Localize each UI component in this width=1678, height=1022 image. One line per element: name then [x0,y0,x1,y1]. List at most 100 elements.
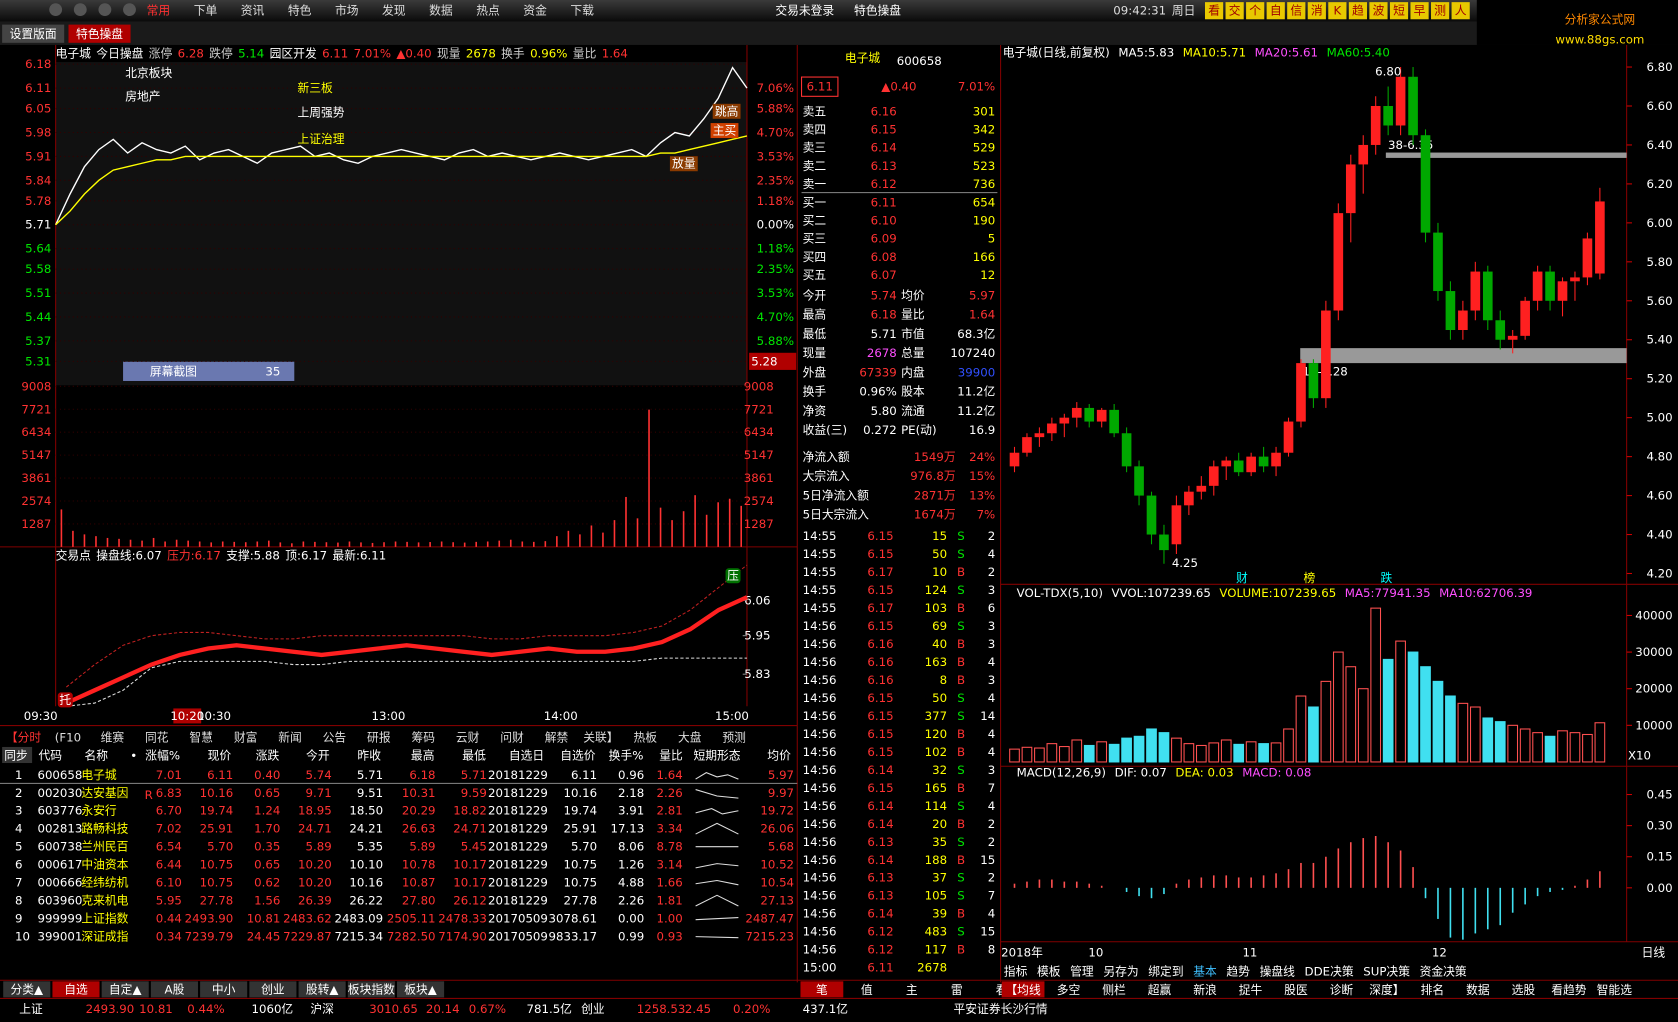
table-header[interactable]: 涨幅% [145,749,180,763]
tick-time: 14:56 [803,709,837,723]
menu-item[interactable]: 热点 [476,4,500,18]
toolbar-button[interactable]: 个 [1249,4,1261,18]
info-tab[interactable]: 财富 [234,730,258,744]
menu-item[interactable]: 资金 [523,4,547,18]
table-header[interactable]: 自选日 [509,749,544,763]
table-header[interactable]: 最低 [462,749,486,763]
daily-tab[interactable]: 捉牛 [1239,983,1263,997]
tick-count: 7 [988,889,996,903]
info-tab[interactable]: 公告 [323,730,347,744]
candle-body [1271,452,1281,467]
table-header[interactable]: 短期形态 [693,749,740,763]
toolbar-button[interactable]: 信 [1290,4,1302,18]
toolbar-button[interactable]: 早 [1414,4,1426,18]
daily-tab[interactable]: 侧栏 [1102,983,1126,997]
table-header[interactable]: 自选价 [560,749,596,763]
table-header[interactable]: 同步 [4,749,28,763]
toolbar-button[interactable]: 测 [1434,4,1446,18]
tab[interactable]: 特色操盘 [76,27,123,41]
bottom-tab[interactable]: 分类▲ [10,982,44,996]
daily-tab[interactable]: 深度】 [1369,983,1404,997]
toolbar-button[interactable]: K [1334,4,1342,18]
bottom-tab[interactable]: 自选 [64,982,88,996]
quote-tab[interactable]: 笔 [816,983,828,997]
info-tab[interactable]: 【分时 [6,730,42,744]
daily-tab[interactable]: 选股 [1512,983,1536,997]
toolbar-button[interactable]: 趋 [1352,4,1364,18]
daily-tab[interactable]: 【均线 [1005,983,1041,997]
table-header[interactable]: 最高 [411,749,435,763]
toolbar-button[interactable]: 看 [1208,4,1220,18]
table-header[interactable]: 涨跌 [256,749,280,763]
toolbar-button[interactable]: 人 [1455,4,1467,18]
menu-item[interactable]: 发现 [382,4,406,18]
daily-tab[interactable]: 股医 [1284,983,1308,997]
info-tab[interactable]: 智慧 [189,730,213,744]
table-header[interactable]: 代码 [39,749,63,763]
info-tab[interactable]: 解禁 [545,730,569,744]
menu-item[interactable]: 资讯 [241,4,265,18]
table-header[interactable]: 量比 [659,749,683,763]
table-header[interactable]: 昨收 [357,749,381,763]
menu-item[interactable]: 市场 [335,4,359,18]
info-tab[interactable]: 研报 [367,730,391,744]
candle-body [1096,409,1107,422]
tick-time: 14:56 [803,889,837,903]
daily-tab[interactable]: 数据 [1466,983,1490,997]
daily-tab[interactable]: 排名 [1421,983,1445,997]
table-header[interactable]: • [130,749,137,763]
toolbar-button[interactable]: 自 [1270,4,1282,18]
info-tab[interactable]: 关联】 [583,730,618,744]
bottom-tab[interactable]: 板块▲ [404,982,438,996]
quote-tab[interactable]: 值 [861,983,873,997]
table-header[interactable]: 换手% [609,749,644,763]
toolbar-button[interactable]: 波 [1373,4,1385,18]
menu-item[interactable]: 下载 [570,4,594,18]
info-tab[interactable]: 同花 [145,730,169,744]
table-cell: 2493.90 [185,912,234,926]
quote-tab[interactable]: 雷 [951,983,963,997]
tick-time: 14:56 [803,673,837,687]
daily-tab[interactable]: 多空 [1057,983,1081,997]
info-tab[interactable]: 热板 [634,730,658,744]
daily-tab[interactable]: 新浪 [1193,983,1217,997]
menu-item[interactable]: 数据 [429,4,453,18]
bottom-tab-bg [52,981,100,998]
bottom-tab[interactable]: A股 [165,982,185,996]
daily-tab[interactable]: 智能选 [1597,983,1633,997]
bottom-tab[interactable]: 板块指数 [348,982,395,996]
menu-item[interactable]: 常用 [147,4,171,18]
quote-tab[interactable]: 主 [906,983,918,997]
info-tab[interactable]: 维赛 [101,730,125,744]
info-tab[interactable]: (F10 [55,730,81,744]
info-tab[interactable]: 大盘 [678,730,702,744]
info-tab[interactable]: 问财 [500,730,524,744]
tick-volume: 40 [932,637,947,651]
table-header[interactable]: 现价 [208,749,232,763]
menu-item[interactable]: 下单 [194,4,218,18]
table-header[interactable]: 名称 [85,749,109,763]
info-tab[interactable]: 新闻 [278,730,302,744]
time-label: 10:20 [170,709,204,723]
info-tab[interactable]: 预测 [722,730,746,744]
tab[interactable]: 设置版面 [10,27,57,41]
bottom-tab[interactable]: 中小 [212,982,236,996]
table-header[interactable]: 今开 [306,749,330,763]
table-header[interactable]: 均价 [767,749,791,763]
info-tab[interactable]: 筹码 [411,730,435,744]
quote-header: 0.96% [530,47,567,61]
daily-tab[interactable]: 诊断 [1330,983,1354,997]
toolbar-button[interactable]: 短 [1393,4,1405,18]
logo-site: www.88gs.com [1555,33,1644,47]
info-tab[interactable]: 云财 [456,730,480,744]
daily-tab[interactable]: 看趋势 [1551,983,1587,997]
bottom-tab[interactable]: 创业 [261,982,285,996]
menu-item[interactable]: 特色 [288,4,312,18]
candle-body [1047,423,1057,434]
toolbar-button[interactable]: 消 [1311,4,1323,18]
tick-count: 3 [988,763,996,777]
bottom-tab[interactable]: 股转▲ [306,982,340,996]
toolbar-button[interactable]: 交 [1229,4,1241,18]
bottom-tab[interactable]: 自定▲ [109,982,143,996]
daily-tab[interactable]: 超赢 [1148,983,1172,997]
